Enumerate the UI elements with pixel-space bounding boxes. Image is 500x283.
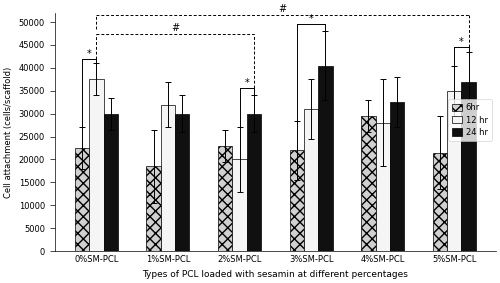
Text: #: # — [278, 4, 286, 14]
Bar — [104, 114, 118, 251]
Legend: 6hr, 12 hr, 24 hr: 6hr, 12 hr, 24 hr — [448, 99, 492, 141]
Bar — [376, 123, 390, 251]
Text: *: * — [244, 78, 249, 89]
Bar — [232, 160, 246, 251]
Bar — [304, 109, 318, 251]
Bar — [462, 82, 476, 251]
Bar — [89, 79, 104, 251]
Bar — [161, 104, 175, 251]
Bar — [361, 116, 376, 251]
Bar — [175, 114, 190, 251]
Text: #: # — [171, 23, 179, 33]
Bar — [447, 91, 462, 251]
Bar — [290, 150, 304, 251]
Bar — [218, 146, 232, 251]
Bar — [75, 148, 89, 251]
Y-axis label: Cell attachment (cells/scaffold): Cell attachment (cells/scaffold) — [4, 67, 13, 198]
X-axis label: Types of PCL loaded with sesamin at different percentages: Types of PCL loaded with sesamin at diff… — [142, 270, 408, 279]
Bar — [146, 166, 161, 251]
Bar — [433, 153, 447, 251]
Text: *: * — [459, 37, 464, 47]
Text: *: * — [308, 14, 314, 24]
Bar — [318, 66, 332, 251]
Bar — [246, 114, 261, 251]
Text: *: * — [87, 49, 92, 59]
Bar — [390, 102, 404, 251]
